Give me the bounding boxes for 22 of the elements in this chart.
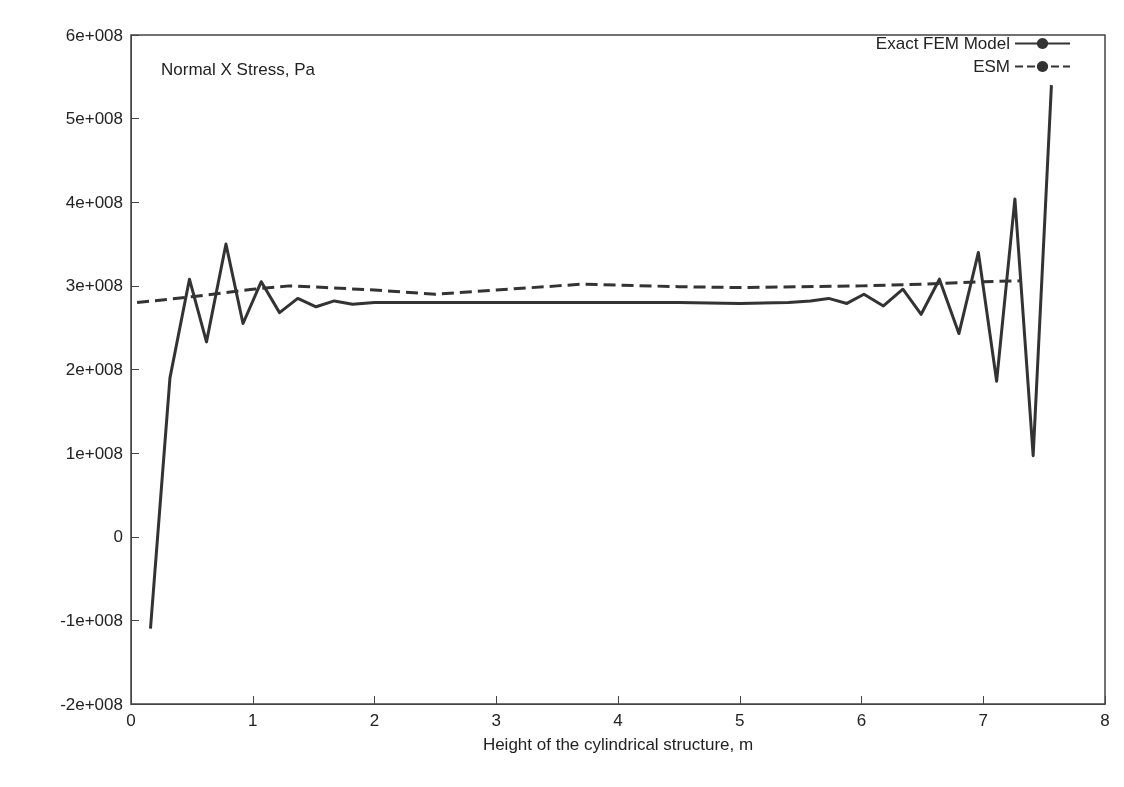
- legend-label: Exact FEM Model: [875, 34, 1010, 53]
- x-tick-label: 7: [978, 711, 988, 730]
- legend-label: ESM: [973, 57, 1010, 76]
- y-tick-label: 5e+008: [65, 109, 123, 129]
- y-tick-label: 0: [113, 527, 123, 547]
- y-tick-label: -1e+008: [60, 610, 123, 630]
- x-tick-label: 8: [1100, 711, 1110, 730]
- x-tick-label: 1: [248, 711, 258, 730]
- x-tick-label: 6: [856, 711, 867, 730]
- y-tick-label: 4e+008: [65, 192, 123, 212]
- text: Normal X Stress, Pa: [161, 60, 316, 79]
- x-tick-label: 0: [126, 711, 136, 730]
- x-axis-title: Height of the cylindrical structure, m: [482, 735, 754, 754]
- x-tick-label: 4: [613, 711, 623, 730]
- y-tick-label: 6e+008: [65, 25, 123, 45]
- x-tick-label: 3: [491, 711, 501, 730]
- y-tick-label: 2e+008: [65, 360, 123, 379]
- y-tick-label: 1e+008: [65, 443, 123, 463]
- y-tick-label: -2e+008: [60, 694, 123, 714]
- x-tick-label: 5: [735, 711, 745, 730]
- y-tick-label: 3e+008: [65, 276, 123, 296]
- x-tick-label: 2: [369, 711, 380, 730]
